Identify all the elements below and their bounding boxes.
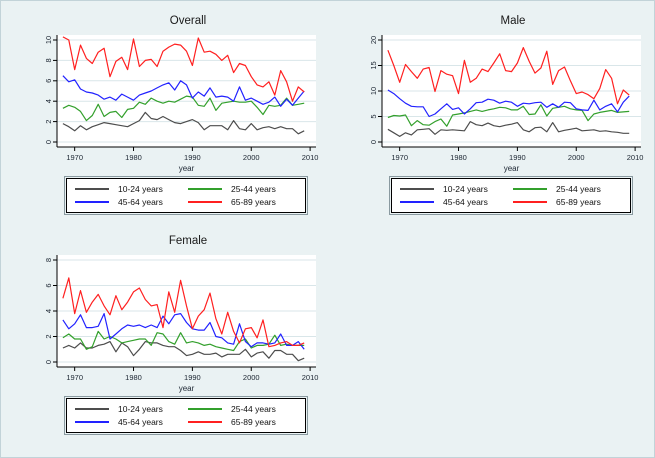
svg-text:0: 0 xyxy=(44,360,53,364)
legend-label: 10-24 years xyxy=(443,184,488,194)
legend-overall: 10-24 years 25-44 years 45-64 years 65-89 y… xyxy=(64,176,308,215)
legend-item: 45-64 years xyxy=(75,197,184,207)
legend-label: 65-89 years xyxy=(231,417,276,427)
legend-line-swatch xyxy=(513,188,547,190)
svg-text:10: 10 xyxy=(44,36,53,44)
legend-item: 25-44 years xyxy=(188,184,297,194)
series-line-10-24-years xyxy=(62,111,305,135)
svg-text:1980: 1980 xyxy=(125,153,142,162)
legend-item: 65-89 years xyxy=(188,417,297,427)
chart-title-male: Male xyxy=(500,15,526,27)
svg-text:8: 8 xyxy=(44,258,53,262)
svg-text:1970: 1970 xyxy=(66,153,83,162)
legend-label: 45-64 years xyxy=(443,197,488,207)
svg-text:2000: 2000 xyxy=(568,153,585,162)
legend-line-swatch xyxy=(188,421,222,423)
legend-label: 65-89 years xyxy=(556,197,601,207)
legend-label: 45-64 years xyxy=(118,417,163,427)
series-line-25-44-years xyxy=(387,104,630,127)
line-chart-female: 0 2 4 6 8 1970 1980 1990 2000 2010 year xyxy=(44,255,319,393)
series-line-65-89-years xyxy=(62,36,305,102)
series-line-10-24-years xyxy=(62,340,305,362)
svg-text:year: year xyxy=(179,164,195,173)
legend-item: 25-44 years xyxy=(513,184,622,194)
legend-line-swatch xyxy=(400,201,434,203)
svg-text:1980: 1980 xyxy=(125,373,142,382)
series-line-45-64-years xyxy=(62,75,305,107)
legend-line-swatch xyxy=(188,188,222,190)
svg-text:2010: 2010 xyxy=(627,153,644,162)
svg-text:2010: 2010 xyxy=(302,373,319,382)
series-line-65-89-years xyxy=(387,47,630,105)
legend-line-swatch xyxy=(400,188,434,190)
legend-item: 25-44 years xyxy=(188,404,297,414)
legend-line-swatch xyxy=(513,201,547,203)
legend-item: 10-24 years xyxy=(75,184,184,194)
svg-text:year: year xyxy=(504,164,520,173)
legend-item: 10-24 years xyxy=(400,184,509,194)
legend-line-swatch xyxy=(75,421,109,423)
svg-text:4: 4 xyxy=(44,99,53,103)
series-line-10-24-years xyxy=(387,120,630,138)
legend-female: 10-24 years 25-44 years 45-64 years 65-89 y… xyxy=(64,396,308,435)
chart-title-female: Female xyxy=(168,235,208,247)
svg-text:2010: 2010 xyxy=(302,153,319,162)
svg-text:10: 10 xyxy=(369,87,378,95)
svg-text:0: 0 xyxy=(369,140,378,144)
legend-item: 45-64 years xyxy=(400,197,509,207)
legend-label: 25-44 years xyxy=(231,184,276,194)
legend-label: 45-64 years xyxy=(118,197,163,207)
svg-text:8: 8 xyxy=(44,58,53,62)
svg-text:4: 4 xyxy=(44,309,53,313)
series-line-45-64-years xyxy=(387,89,630,118)
legend-line-swatch xyxy=(75,408,109,410)
legend-line-swatch xyxy=(188,408,222,410)
legend-label: 65-89 years xyxy=(231,197,276,207)
legend-line-swatch xyxy=(188,201,222,203)
panel-female: Female 0 2 4 6 8 1970 1980 1990 2000 2010 year 10-… xyxy=(23,233,323,435)
svg-text:5: 5 xyxy=(369,114,378,118)
svg-text:1970: 1970 xyxy=(391,153,408,162)
svg-text:6: 6 xyxy=(44,283,53,287)
panel-male: Male 0 5 10 15 20 1970 1980 1990 2000 2010 year 10… xyxy=(348,13,648,215)
legend-line-swatch xyxy=(75,201,109,203)
legend-item: 45-64 years xyxy=(75,417,184,427)
legend-label: 25-44 years xyxy=(556,184,601,194)
svg-text:2000: 2000 xyxy=(243,373,260,382)
legend-label: 10-24 years xyxy=(118,184,163,194)
legend-item: 10-24 years xyxy=(75,404,184,414)
legend-line-swatch xyxy=(75,188,109,190)
svg-text:20: 20 xyxy=(369,36,378,44)
svg-text:2000: 2000 xyxy=(243,153,260,162)
panel-overall: Overall 0 2 4 6 8 10 1970 1980 1990 2000 2010 year … xyxy=(23,13,323,215)
svg-text:1990: 1990 xyxy=(184,373,201,382)
legend-label: 25-44 years xyxy=(231,404,276,414)
svg-text:15: 15 xyxy=(369,61,378,69)
line-chart-overall: 0 2 4 6 8 10 1970 1980 1990 2000 2010 year xyxy=(44,35,319,173)
series-line-65-89-years xyxy=(62,277,305,348)
legend-label: 10-24 years xyxy=(118,404,163,414)
svg-text:2: 2 xyxy=(44,120,53,124)
svg-text:1970: 1970 xyxy=(66,373,83,382)
svg-text:2: 2 xyxy=(44,334,53,338)
svg-text:year: year xyxy=(179,384,195,393)
legend-item: 65-89 years xyxy=(513,197,622,207)
chart-title-overall: Overall xyxy=(169,15,207,27)
svg-text:1980: 1980 xyxy=(450,153,467,162)
legend-item: 65-89 years xyxy=(188,197,297,207)
svg-text:0: 0 xyxy=(44,140,53,144)
svg-text:1990: 1990 xyxy=(184,153,201,162)
line-chart-male: 0 5 10 15 20 1970 1980 1990 2000 2010 year xyxy=(369,35,644,173)
legend-male: 10-24 years 25-44 years 45-64 years 65-89 y… xyxy=(389,176,633,215)
series-line-45-64-years xyxy=(62,312,305,350)
svg-text:1990: 1990 xyxy=(509,153,526,162)
series-line-25-44-years xyxy=(62,95,305,122)
svg-text:6: 6 xyxy=(44,79,53,83)
series-line-25-44-years xyxy=(62,330,305,352)
